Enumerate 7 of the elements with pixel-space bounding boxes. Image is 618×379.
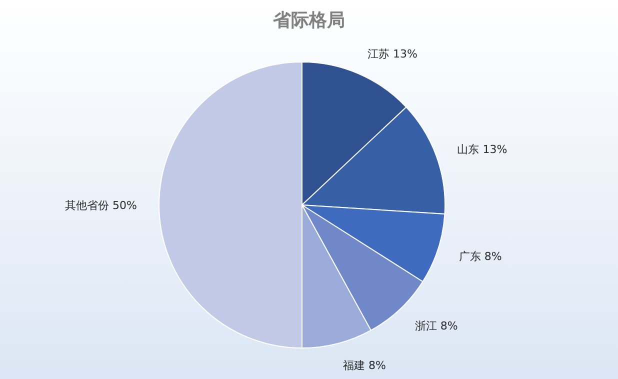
slice-label: 广东 8% [458, 250, 502, 263]
slice-label: 浙江 8% [414, 319, 458, 332]
slice-label: 江苏 13% [368, 48, 418, 61]
slice-label: 福建 8% [343, 358, 386, 372]
slice-label: 其他省份 50% [65, 199, 137, 212]
slice-label: 山东 13% [457, 143, 508, 156]
chart-title: 省际格局 [272, 10, 345, 31]
